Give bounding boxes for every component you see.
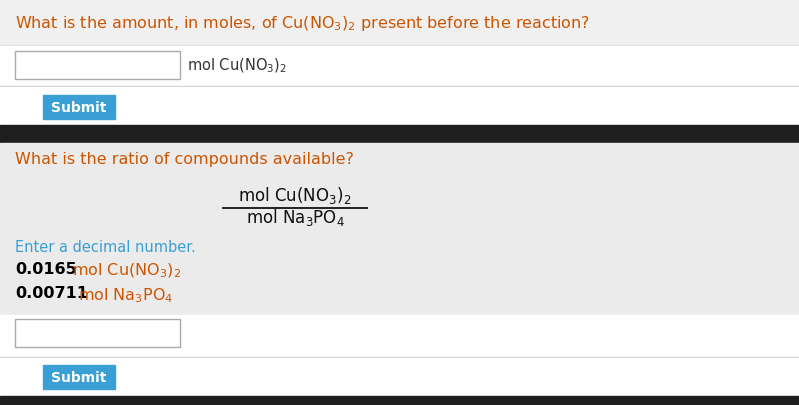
Text: mol $\mathregular{Cu(NO_3)_2}$: mol $\mathregular{Cu(NO_3)_2}$	[67, 261, 181, 280]
Text: Submit: Submit	[51, 370, 107, 384]
Text: mol $\mathregular{Na_3PO_4}$: mol $\mathregular{Na_3PO_4}$	[245, 207, 344, 228]
Text: mol $\mathregular{Cu(NO_3)_2}$: mol $\mathregular{Cu(NO_3)_2}$	[187, 57, 287, 75]
Bar	[0, 88, 799, 126]
Bar	[0, 0, 799, 130]
Text: mol $\mathregular{Na_3PO_4}$: mol $\mathregular{Na_3PO_4}$	[73, 285, 173, 304]
Bar	[0, 126, 799, 144]
Text: Enter a decimal number.: Enter a decimal number.	[15, 239, 196, 254]
Text: mol $\mathregular{Cu(NO_3)_2}$: mol $\mathregular{Cu(NO_3)_2}$	[238, 185, 352, 206]
Bar	[0, 358, 799, 396]
Bar	[15, 319, 180, 347]
Text: 0.0165: 0.0165	[15, 261, 77, 276]
Bar	[0, 144, 799, 405]
Bar	[0, 46, 799, 47]
Bar	[0, 87, 799, 88]
Bar	[15, 52, 180, 80]
Text: Submit: Submit	[51, 101, 107, 115]
Text: 0.00711: 0.00711	[15, 285, 88, 300]
Bar	[0, 47, 799, 87]
Text: What is the ratio of compounds available?: What is the ratio of compounds available…	[15, 151, 354, 166]
Bar	[0, 357, 799, 358]
Bar	[0, 396, 799, 405]
Bar	[43, 96, 115, 120]
Bar	[43, 365, 115, 389]
Text: What is the amount, in moles, of $\mathregular{Cu(NO_3)_2}$ present before the r: What is the amount, in moles, of $\mathr…	[15, 14, 590, 33]
Bar	[0, 315, 799, 357]
